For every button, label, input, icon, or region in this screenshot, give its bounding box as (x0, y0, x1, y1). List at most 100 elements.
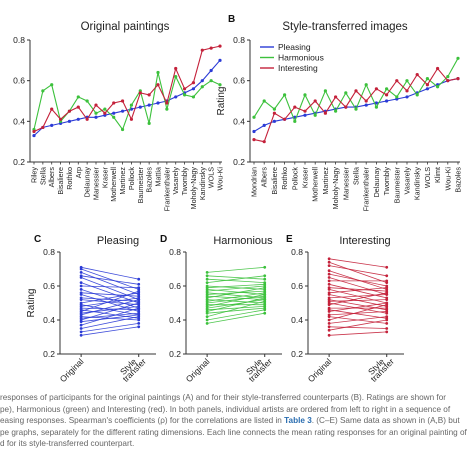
panel-a-point-interesting (138, 91, 142, 95)
panel-e-y-tick-label: 0.2 (291, 349, 303, 359)
panel-b-point-pleasing (385, 99, 389, 103)
panel-b-point-pleasing (252, 129, 256, 134)
panel-a-point-interesting (147, 93, 151, 97)
panel-b-point-pleasing (374, 101, 378, 105)
panel-c-pair-line (81, 323, 139, 333)
panel-b-point-interesting (303, 109, 307, 113)
panel-c-pair-line (81, 275, 139, 285)
panel-e-point-original (327, 328, 331, 332)
panel-c-pair-line (81, 309, 139, 319)
panel-b-point-interesting (344, 105, 348, 109)
panel-a-point-harmonious (103, 107, 107, 111)
panel-d-point-original (205, 277, 209, 281)
panel-c-point-original (79, 271, 83, 274)
panel-e-pair-line (329, 258, 387, 268)
panel-b-x-tick-label: Rothko (280, 167, 289, 190)
panel-b-point-interesting (436, 66, 440, 71)
panel-b-x-tick-label: Delaunay (372, 167, 381, 198)
panel-b-point-harmonious (385, 87, 389, 91)
panel-c-point-style-transfer (137, 322, 141, 325)
panel-c-y-tick-label: 0.4 (43, 315, 55, 325)
panel-a-y-tick-label: 0.8 (13, 35, 25, 45)
panel-a-series-interesting (33, 45, 221, 132)
panel-a-point-interesting (32, 129, 36, 134)
panel-d-pair-line (207, 287, 265, 299)
panel-e-pair-line (329, 302, 387, 312)
panel-b-point-interesting (364, 99, 368, 103)
panel-a-point-interesting (67, 109, 72, 113)
panel-e-letter: E (286, 234, 293, 245)
panel-b-series-pleasing (253, 78, 459, 132)
panel-c-point-style-transfer (137, 277, 141, 281)
panel-d-x-tick-label: Original (184, 356, 212, 384)
panel-d-point-original (205, 311, 209, 315)
panel-c-pair-line (81, 297, 139, 302)
panel-e-pair-line (329, 311, 387, 316)
panel-b-point-interesting (262, 140, 266, 144)
panel-e-point-original (327, 322, 331, 325)
panel-b-point-interesting (354, 89, 358, 93)
panel-a-point-harmonious (191, 95, 196, 99)
panel-e-point-style-transfer (385, 291, 389, 295)
panel-a-point-harmonious (112, 115, 116, 119)
panel-b-point-harmonious (303, 93, 307, 97)
panel-b-point-interesting (252, 138, 256, 142)
panel-b-x-tick-label: Vasarely (403, 167, 412, 195)
panel-a-x-tick-label: Manessier (92, 166, 101, 200)
panel-c-point-original (79, 327, 83, 330)
panel-a-y-tick-label: 0.2 (13, 157, 25, 167)
panel-d-pair-line (207, 266, 265, 273)
panel-b-x-tick-label: Albers (260, 167, 269, 188)
panel-c-point-style-transfer (137, 306, 141, 310)
caption-line-3: easing responses. Spearman's coefficient… (0, 415, 474, 427)
caption-line-4: pe graphs, separately for the different … (0, 427, 467, 437)
panel-b-point-harmonious (364, 83, 368, 87)
panel-a-point-pleasing (200, 79, 204, 83)
caption-line-2: pe), Harmonious (green) and Interesting … (0, 404, 451, 414)
panel-b-point-harmonious (252, 115, 256, 119)
panel-b-point-interesting (405, 89, 409, 93)
panel-d-pair-line (207, 309, 265, 321)
panel-e-point-original (327, 333, 331, 337)
panel-b-x-tick-label: Klimt (433, 167, 442, 183)
panel-c-pair-line (80, 268, 139, 290)
panel-c-x-tick-label: Original (58, 356, 86, 384)
caption-line-5: d for its style-transferred counterpart. (0, 439, 135, 449)
panel-b-point-pleasing (262, 123, 266, 127)
panel-e-pair-line (329, 277, 387, 295)
panel-d-point-style-transfer (263, 311, 267, 315)
panel-c-point-style-transfer (137, 289, 141, 293)
panel-c-pair-line (80, 290, 139, 312)
panel-b-point-harmonious (456, 56, 460, 60)
panel-e-point-style-transfer (385, 303, 389, 307)
panel-c-point-original (79, 288, 83, 291)
panel-b-point-harmonious (425, 77, 429, 81)
panel-a-point-harmonious (50, 83, 54, 87)
panel-b-point-harmonious (334, 109, 338, 113)
panel-a-x-tick-label: Bisaliere (56, 167, 65, 195)
panel-b-y-label: Rating (216, 87, 227, 116)
table-3-link[interactable]: Table 3 (284, 416, 312, 426)
panel-d-y-tick-label: 0.8 (169, 247, 181, 257)
panel-e-y-tick-label: 0.6 (291, 281, 303, 291)
figure-caption: responses of participants for the origin… (0, 392, 474, 474)
panel-d-point-original (205, 281, 209, 284)
panel-b-x-tick-label: Moholy-Nagy (331, 167, 340, 210)
panel-b-point-harmonious (262, 99, 266, 103)
panel-d-point-style-transfer (263, 286, 267, 290)
panel-a-point-pleasing (191, 87, 196, 91)
panel-b-point-interesting (385, 93, 389, 97)
panel-c-point-original (79, 333, 83, 337)
panel-a-point-harmonious (174, 75, 178, 79)
panel-a-point-interesting (50, 107, 54, 111)
panel-d-point-original (205, 318, 209, 322)
panel-d-point-style-transfer (263, 265, 267, 269)
panel-a-x-tick-label: Rothko (65, 167, 74, 190)
panel-a-x-tick-label: Baumeister (136, 166, 145, 203)
panel-b-point-interesting (425, 83, 429, 87)
panel-a-point-harmonious (147, 121, 151, 125)
panel-c-y-tick-label: 0.8 (43, 247, 55, 257)
panel-c-point-original (79, 276, 83, 279)
panel-a-point-interesting (120, 99, 125, 103)
